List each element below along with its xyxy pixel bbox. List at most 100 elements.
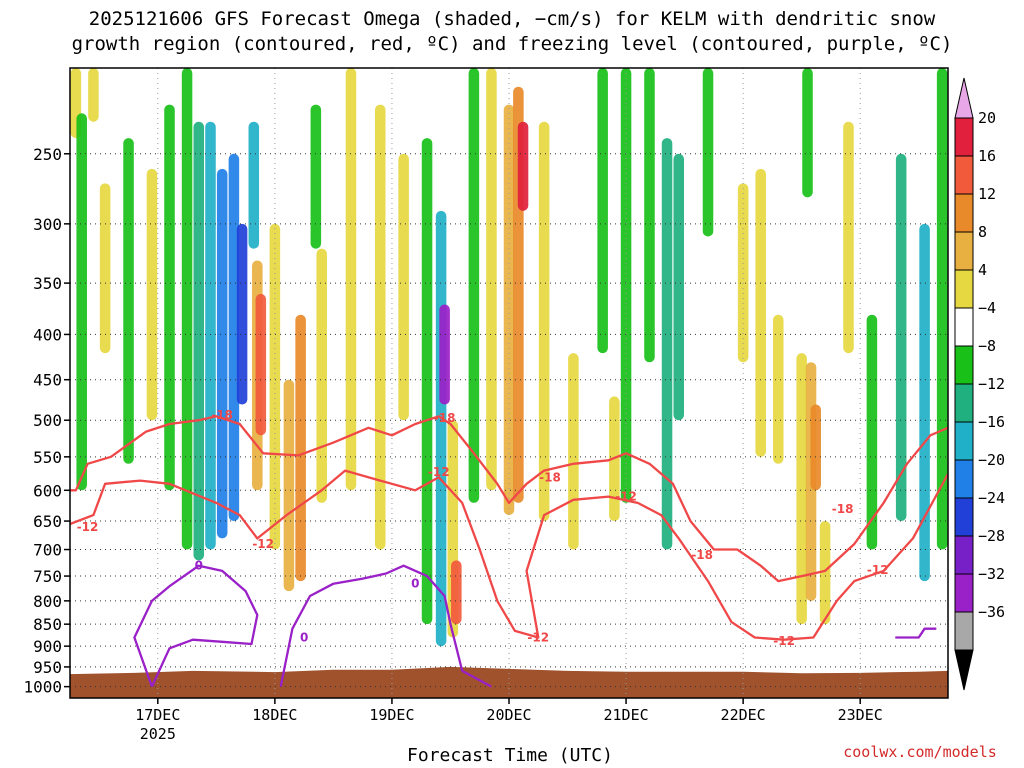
plot-area: -18 -18 -18 -18 -18 -12 -12 -12 -12 -12 -12 -12 0 0 0 bbox=[69, 67, 949, 699]
x-tick-label-23: 23DEC bbox=[838, 706, 883, 724]
omega-cell-5 bbox=[146, 168, 158, 421]
contour-label-0-1: -18 bbox=[434, 411, 456, 425]
omega-shading bbox=[70, 68, 948, 647]
omega-cell-25 bbox=[435, 210, 447, 647]
colorbar-bin-3 bbox=[954, 231, 974, 271]
y-tick-label-450: 450 bbox=[33, 371, 62, 390]
omega-cell-38 bbox=[620, 68, 632, 503]
colorbar-label-11: −28 bbox=[978, 527, 1005, 545]
omega-cell-21 bbox=[345, 68, 357, 491]
omega-cell-49 bbox=[819, 521, 831, 625]
omega-cell-31 bbox=[503, 104, 515, 516]
chart-title-line-1: 2025121606 GFS Forecast Omega (shaded, −… bbox=[89, 8, 936, 30]
x-tick-sublabel-17: 2025 bbox=[140, 725, 176, 743]
omega-cell-33 bbox=[517, 121, 529, 211]
x-axis-label: Forecast Time (UTC) bbox=[407, 745, 613, 766]
y-tick-label-650: 650 bbox=[33, 512, 62, 531]
contour-line-3-0 bbox=[279, 564, 492, 688]
y-tick-label-700: 700 bbox=[33, 541, 62, 560]
omega-cell-19 bbox=[310, 104, 322, 249]
omega-cell-17 bbox=[283, 379, 295, 592]
y-tick-label-550: 550 bbox=[33, 448, 62, 467]
omega-cell-13 bbox=[248, 121, 260, 249]
contour-label-1-4: -12 bbox=[615, 490, 637, 504]
omega-cell-3 bbox=[99, 183, 111, 354]
colorbar-bin-7 bbox=[954, 383, 974, 423]
contour-label-2-2: 0 bbox=[411, 577, 419, 591]
omega-cell-24 bbox=[421, 138, 433, 625]
omega-cell-22 bbox=[374, 104, 386, 550]
contour-label-1-6: -12 bbox=[867, 563, 889, 577]
omega-cell-54 bbox=[919, 223, 930, 582]
omega-cell-43 bbox=[737, 183, 749, 363]
chart-title-line-2: growth region (contoured, red, ºC) and f… bbox=[72, 33, 953, 55]
colorbar-bin-1 bbox=[954, 155, 974, 195]
contour-label-0-0: -18 bbox=[211, 408, 233, 422]
omega-cell-8 bbox=[193, 121, 205, 561]
omega-cell-51 bbox=[843, 121, 854, 354]
omega-cell-41 bbox=[673, 153, 685, 421]
y-tick-label-400: 400 bbox=[33, 325, 62, 344]
omega-cell-18 bbox=[295, 314, 306, 582]
y-tick-label-350: 350 bbox=[33, 274, 62, 293]
omega-cell-28 bbox=[451, 560, 462, 625]
omega-cell-52 bbox=[866, 314, 878, 550]
credit-text: coolwx.com/models bbox=[843, 743, 997, 761]
y-tick-label-1000: 1000 bbox=[23, 678, 62, 697]
y-tick-label-750: 750 bbox=[33, 567, 62, 586]
omega-cell-35 bbox=[568, 353, 579, 550]
omega-cell-2 bbox=[76, 113, 87, 491]
y-tick-label-900: 900 bbox=[33, 637, 62, 656]
colorbar-label-9: −20 bbox=[978, 451, 1005, 469]
contour-label-0-3: -18 bbox=[691, 548, 713, 562]
contour-label-1-1: -12 bbox=[252, 537, 274, 551]
omega-cell-44 bbox=[755, 168, 766, 457]
contour-label-1-0: -12 bbox=[77, 520, 99, 534]
omega-cell-53 bbox=[895, 153, 907, 522]
y-axis: 250 300 350 400 450 500 550 600 650 700 750 800 850 9… bbox=[23, 145, 70, 697]
omega-cell-46 bbox=[796, 353, 807, 625]
colorbar-label-7: −12 bbox=[978, 375, 1005, 393]
colorbar-bin-8 bbox=[954, 421, 974, 461]
omega-cell-16 bbox=[269, 223, 281, 550]
contour-label-1-2: -12 bbox=[428, 465, 450, 479]
x-tick-label-21: 21DEC bbox=[603, 706, 648, 724]
colorbar-label-6: −8 bbox=[978, 337, 996, 355]
terrain-surface bbox=[70, 666, 948, 698]
omega-cell-6 bbox=[164, 104, 175, 491]
contour-line-4-0 bbox=[895, 627, 937, 639]
colorbar-bin-12 bbox=[954, 573, 974, 613]
colorbar-label-5: −4 bbox=[978, 299, 996, 317]
colorbar-bottom-arrow bbox=[954, 649, 974, 691]
colorbar-label-13: −36 bbox=[978, 603, 1005, 621]
contour-line-2-0 bbox=[133, 564, 259, 688]
contours: -18 -18 -18 -18 -18 -12 -12 -12 -12 -12 -12 -12 0 0 0 bbox=[70, 408, 948, 688]
contour-label-2-1: 0 bbox=[300, 631, 308, 645]
omega-cell-12 bbox=[236, 223, 248, 405]
contour-label-2-0: 0 bbox=[195, 559, 203, 573]
y-tick-label-300: 300 bbox=[33, 215, 62, 234]
colorbar-label-4: 4 bbox=[978, 261, 987, 279]
colorbar-bin-9 bbox=[954, 459, 974, 499]
grid-lines bbox=[70, 68, 948, 698]
omega-cell-7 bbox=[181, 68, 193, 550]
omega-cell-45 bbox=[772, 314, 784, 464]
omega-cell-40 bbox=[661, 138, 673, 550]
colorbar-bin-2 bbox=[954, 193, 974, 233]
contour-label-0-2: -18 bbox=[539, 470, 561, 484]
x-tick-label-18: 18DEC bbox=[252, 706, 297, 724]
x-tick-label-22: 22DEC bbox=[721, 706, 766, 724]
colorbar-bin-11 bbox=[954, 535, 974, 575]
omega-cell-39 bbox=[644, 68, 655, 363]
omega-cell-26 bbox=[439, 304, 450, 405]
y-tick-label-500: 500 bbox=[33, 411, 62, 430]
colorbar-bin-6 bbox=[954, 345, 974, 385]
x-tick-label-19: 19DEC bbox=[369, 706, 414, 724]
omega-cell-42 bbox=[702, 68, 714, 237]
contour-label-1-5: -12 bbox=[773, 634, 795, 648]
colorbar-label-2: 12 bbox=[978, 185, 996, 203]
colorbar: 20 16 12 8 4 −4 −8 −12 −16 −20 −24 −28 −32 −36 bbox=[954, 77, 1005, 691]
colorbar-label-3: 8 bbox=[978, 223, 987, 241]
